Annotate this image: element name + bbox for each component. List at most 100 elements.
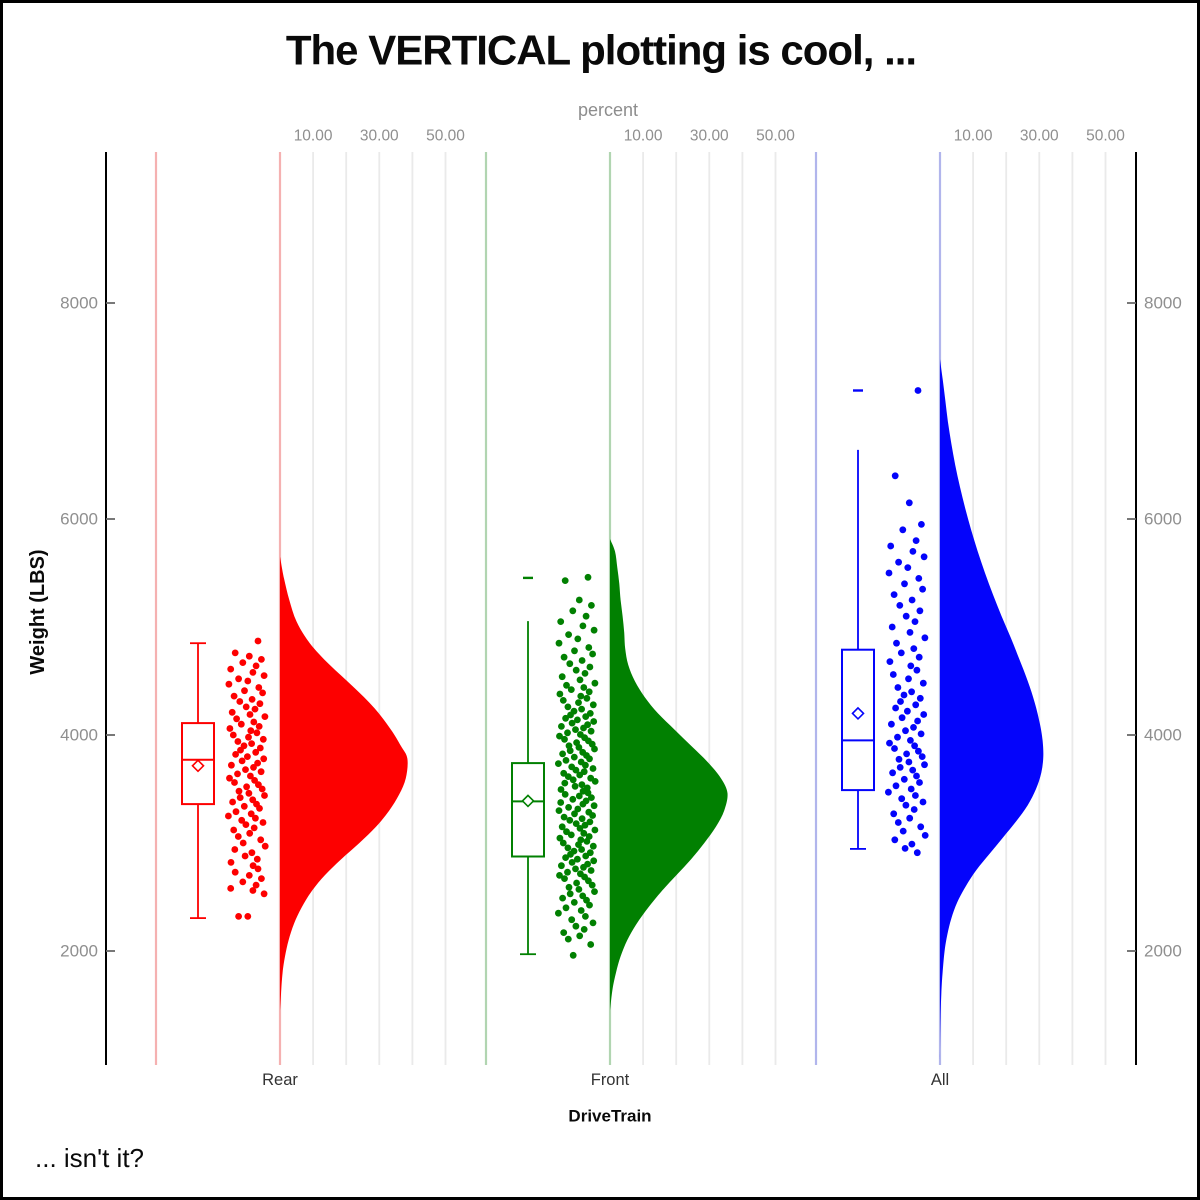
data-point [890, 591, 898, 598]
data-point [232, 751, 240, 758]
data-point [903, 750, 910, 758]
data-point [562, 757, 570, 764]
data-point [568, 719, 576, 727]
data-point [231, 846, 239, 853]
data-point [572, 666, 580, 674]
data-point [255, 684, 263, 691]
data-point [229, 798, 237, 806]
data-point [585, 688, 593, 696]
data-point [587, 941, 595, 948]
data-point [911, 742, 918, 750]
data-point [580, 724, 587, 732]
data-point [256, 744, 264, 752]
data-point [228, 708, 236, 716]
mean-diamond [191, 759, 205, 773]
data-point [555, 760, 562, 767]
data-point [896, 764, 904, 771]
data-point [556, 872, 563, 879]
data-point [578, 815, 586, 823]
data-point [894, 684, 902, 691]
data-point [259, 689, 266, 697]
data-point [578, 781, 586, 789]
data-point [235, 675, 243, 683]
data-point [555, 807, 563, 814]
jitter-points-rear [225, 637, 269, 920]
data-point [556, 732, 563, 740]
data-point [893, 639, 900, 647]
data-point [898, 795, 906, 803]
percent-tick-label: 10.00 [954, 128, 993, 145]
data-point [241, 852, 249, 860]
data-point [231, 779, 238, 786]
data-point [558, 673, 566, 681]
data-point [555, 909, 562, 917]
data-point [900, 775, 908, 783]
data-point [250, 718, 258, 726]
data-point [557, 786, 565, 793]
percent-tick-label: 10.00 [294, 128, 333, 145]
data-point [564, 729, 571, 737]
data-point [901, 845, 909, 852]
data-point [261, 713, 269, 720]
data-point [261, 792, 268, 799]
data-point [588, 794, 595, 801]
data-point [561, 779, 569, 787]
data-point [916, 694, 924, 702]
data-point [239, 839, 247, 847]
data-point [566, 660, 574, 668]
data-point [907, 662, 915, 670]
mean-diamond [851, 706, 865, 721]
data-point [901, 580, 908, 588]
category-label-rear: Rear [262, 1071, 298, 1089]
data-point [590, 626, 598, 634]
right-axis-tick-label: 6000 [1144, 510, 1182, 529]
data-point [565, 804, 572, 811]
data-point [252, 881, 260, 889]
data-point [249, 669, 257, 676]
data-point [889, 671, 897, 678]
data-point [564, 844, 572, 852]
percent-tick-label: 30.00 [360, 128, 399, 145]
data-point [228, 761, 235, 769]
data-point [908, 840, 916, 848]
data-point [912, 537, 920, 544]
data-point [581, 821, 589, 829]
data-point [563, 681, 570, 689]
data-point [891, 745, 898, 752]
data-point [911, 618, 919, 625]
data-point [571, 810, 578, 818]
data-point [562, 714, 569, 722]
data-point [236, 698, 244, 705]
data-point [916, 607, 924, 615]
group-rear [181, 556, 408, 1011]
data-point [259, 819, 267, 826]
data-point [245, 652, 253, 660]
data-point [906, 629, 914, 636]
data-point [892, 782, 900, 790]
data-point [898, 714, 906, 722]
jitter-points-front [555, 573, 599, 959]
data-point [555, 639, 563, 647]
data-point [910, 645, 918, 652]
data-point [568, 916, 576, 924]
data-point [242, 703, 250, 711]
data-point [921, 832, 929, 839]
data-point [558, 862, 565, 870]
data-point [254, 759, 261, 767]
footnote: ... isn't it? [35, 1143, 144, 1173]
data-point [915, 653, 923, 661]
plot-area: 2000 4000 6000 8000 2000 4000 6000 8000 10.00 30.… [60, 128, 1182, 1090]
data-point [913, 772, 920, 780]
data-point [249, 862, 257, 870]
data-point [885, 788, 892, 796]
data-point [234, 770, 241, 778]
data-point [591, 679, 599, 687]
data-point [886, 658, 894, 665]
data-point [586, 901, 593, 909]
data-point [258, 785, 266, 793]
data-point [885, 569, 893, 577]
data-point [233, 715, 241, 723]
data-point [256, 805, 263, 812]
data-point [574, 635, 582, 643]
